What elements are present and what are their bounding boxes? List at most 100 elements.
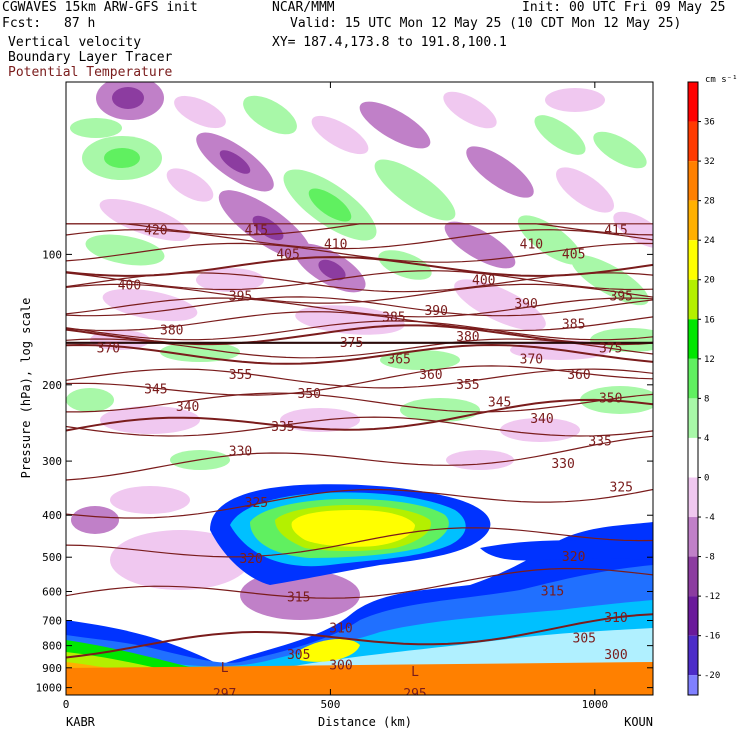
theta-label: 305: [573, 631, 596, 646]
y-axis: 100 200 300 400 500 600 700 800 900 1000: [36, 248, 653, 695]
colorbar-tick-label: -8: [704, 553, 715, 563]
theta-label: 320: [239, 552, 262, 567]
valid-time: Valid: 15 UTC Mon 12 May 25 (10 CDT Mon …: [290, 16, 682, 31]
theta-contour: [66, 320, 653, 341]
theta-label: 365: [387, 353, 410, 368]
theta-label: 380: [160, 324, 183, 339]
forecast-hour-label: Fcst:: [2, 16, 42, 31]
theta-label: 420: [144, 223, 167, 238]
theta-label: 305: [287, 648, 310, 663]
colorbar-swatch: [688, 319, 698, 359]
colorbar-swatch: [688, 358, 698, 399]
theta-contour: [66, 567, 653, 599]
theta-contour: [66, 311, 653, 332]
colorbar-tick-label: 0: [704, 473, 709, 483]
theta-label: 330: [229, 444, 252, 459]
colorbar-swatch: [688, 82, 698, 122]
colorbar-swatch: [688, 635, 698, 676]
theta-contour: [66, 527, 653, 558]
colorbar-swatch: [688, 121, 698, 162]
theta-label: 380: [456, 330, 479, 345]
colorbar-swatch: [688, 161, 698, 201]
theta-label: 325: [610, 480, 633, 495]
theta-contour: [66, 343, 653, 365]
y-axis-label: Pressure (hPa), log scale: [19, 298, 33, 479]
theta-label: 370: [520, 353, 543, 368]
y-tick-label: 400: [42, 509, 62, 522]
y-tick-label: 500: [42, 551, 62, 564]
theta-contour: [66, 398, 653, 432]
low-marker: L: [221, 661, 229, 676]
theta-label: 415: [604, 223, 627, 238]
colorbar-tick-label: 24: [704, 236, 715, 246]
colorbar-tick-label: 16: [704, 315, 715, 325]
theta-label: 340: [530, 412, 553, 427]
theta-contour: [66, 392, 653, 413]
vertical-velocity-shading: [66, 82, 653, 620]
colorbar-tick-label: -12: [704, 592, 720, 602]
low-marker: L: [411, 665, 419, 680]
colorbar-swatch: [688, 556, 698, 597]
colorbar-frame: [687, 81, 699, 696]
theta-label: 395: [229, 289, 252, 304]
theta-contour: [66, 416, 653, 437]
colorbar-tick-label: -20: [704, 671, 720, 681]
theta-label: 385: [382, 311, 405, 326]
plot-frame: [65, 81, 654, 696]
field-boundary-layer-tracer: Boundary Layer Tracer: [8, 50, 173, 65]
y-tick-label: 700: [42, 615, 62, 628]
theta-contour: [66, 229, 653, 250]
colorbar-swatch: [688, 240, 698, 280]
x-axis-label: Distance (km): [318, 715, 412, 729]
colorbar-swatch: [688, 279, 698, 320]
right-endpoint-label: KOUN: [624, 715, 653, 729]
theta-label: 415: [245, 223, 268, 238]
theta-contour: [66, 435, 653, 481]
cross-section-endpoints: XY= 187.4,173.8 to 191.8,100.1: [272, 35, 507, 50]
colorbar-tick-label: 32: [704, 157, 715, 167]
theta-label: 360: [567, 368, 590, 383]
theta-label: 355: [229, 368, 252, 383]
left-endpoint-label: KABR: [66, 715, 96, 729]
theta-label: 385: [562, 317, 585, 332]
y-tick-label: 200: [42, 379, 62, 392]
colorbar-tick-label: 28: [704, 197, 715, 207]
center-label: NCAR/MMM: [272, 0, 335, 15]
colorbar-tick-label: -16: [704, 632, 720, 642]
boundary-layer-tracer-shading: [66, 484, 653, 695]
theta-label: 310: [329, 621, 352, 636]
potential-temperature-labels: 420 415 415 400 405 410 410 405 395 400 390 395 380 3…: [97, 223, 633, 695]
theta-contour: [66, 297, 653, 318]
theta-label: 345: [144, 382, 167, 397]
colorbar-units: cm s⁻¹: [705, 75, 738, 85]
theta-label: 375: [340, 336, 363, 351]
theta-label: 325: [245, 496, 268, 511]
init-time: Init: 00 UTC Fri 09 May 25: [522, 0, 726, 15]
y-tick-label: 600: [42, 586, 62, 599]
theta-label: 395: [610, 289, 633, 304]
theta-label: 390: [514, 297, 537, 312]
theta-label: 405: [562, 247, 585, 262]
theta-label: 400: [472, 274, 495, 289]
colorbar-tick-label: 8: [704, 394, 709, 404]
theta-contour: [66, 242, 653, 263]
colorbar-tick-label: 20: [704, 276, 715, 286]
colorbar-swatch: [688, 675, 698, 695]
theta-contour: [66, 488, 653, 519]
field-potential-temperature: Potential Temperature: [8, 65, 173, 80]
theta-label: 300: [329, 659, 352, 674]
x-tick-label: 1000: [582, 698, 609, 711]
colorbar: 36 32 28 24 20 16 12 8 4 0 -4 -8 -12 -16 -20: [687, 81, 720, 696]
theta-label: 310: [604, 611, 627, 626]
potential-temperature-contours: [66, 223, 653, 659]
x-tick-label: 500: [320, 698, 340, 711]
y-tick-label: 900: [42, 662, 62, 675]
colorbar-swatch: [688, 596, 698, 636]
colorbar-tick-label: 4: [704, 434, 709, 444]
colorbar-tick-label: 12: [704, 355, 715, 365]
theta-contour: [66, 296, 653, 317]
theta-label: 335: [271, 420, 294, 435]
y-tick-label: 100: [42, 248, 62, 261]
theta-label: 350: [298, 387, 321, 402]
theta-label: 410: [520, 238, 543, 253]
